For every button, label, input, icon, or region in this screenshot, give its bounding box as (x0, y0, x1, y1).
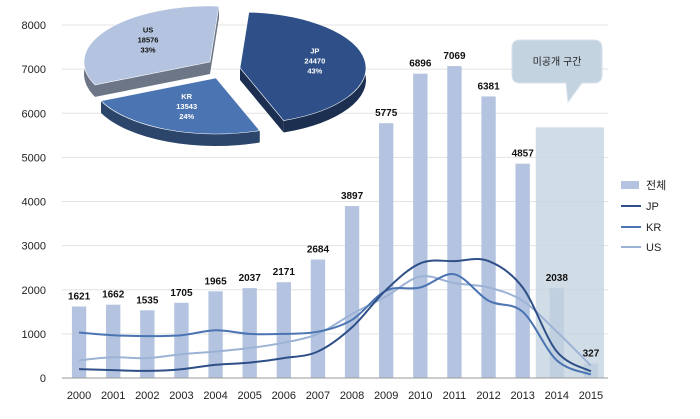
x-tick-label: 2002 (135, 390, 159, 402)
x-tick-label: 2005 (237, 390, 261, 402)
bar-total (515, 163, 530, 378)
legend: 전체 JP KR US (621, 179, 666, 254)
pie-label-jp: JP (310, 46, 319, 55)
bar-total (174, 302, 189, 378)
bar-value-label: 1621 (68, 291, 91, 302)
x-tick-label: 2015 (579, 390, 603, 402)
unpublished-area (535, 127, 604, 379)
pie-label-us: 18576 (138, 36, 159, 45)
pie-slice-wall-us (210, 6, 219, 74)
x-tick-label: 2011 (443, 390, 467, 402)
x-tick-label: 2010 (408, 390, 432, 402)
legend-label-us: US (646, 242, 661, 254)
legend-swatch-total (621, 181, 639, 189)
y-tick-label: 4000 (22, 197, 46, 209)
legend-label-total: 전체 (646, 179, 666, 192)
series-line-us (78, 275, 592, 367)
unpublished-label: 미공개 구간 (533, 56, 582, 68)
series-line-kr (78, 273, 592, 376)
bar-value-label: 327 (583, 349, 600, 360)
bar-total (208, 291, 223, 378)
bar-value-label: 6381 (477, 81, 500, 92)
bar-total (447, 66, 462, 378)
pie-label-kr: 24% (179, 112, 194, 121)
pie-slice-kr (100, 77, 261, 135)
pie-label-us: 33% (141, 46, 156, 55)
y-tick-label: 3000 (22, 241, 46, 253)
bar-value-labels: 1621 1662 1535 1705 1965 2037 2171 2684 3897 5775… (68, 51, 600, 359)
bar-total (481, 96, 496, 378)
y-tick-label: 0 (40, 373, 46, 385)
bar-total (71, 306, 87, 378)
x-tick-label: 2000 (67, 390, 91, 402)
bars (71, 66, 599, 379)
y-tick-label: 2000 (22, 285, 46, 297)
x-tick-label: 2009 (374, 390, 398, 402)
x-tick-label: 2004 (203, 390, 227, 402)
y-tick-label: 8000 (22, 20, 46, 32)
bar-value-label: 1662 (102, 290, 125, 301)
x-tick-label: 2014 (545, 390, 569, 402)
bar-value-label: 2171 (273, 267, 296, 278)
bar-value-label: 4857 (512, 149, 535, 160)
axes: 0 1000 2000 3000 4000 5000 6000 7000 8000 2000 200… (22, 20, 608, 402)
x-tick-label: 2007 (306, 390, 330, 402)
bar-total (310, 259, 326, 378)
pie-slice-wall-us (94, 62, 210, 97)
bar-total (413, 73, 428, 379)
pie-slice-rim-kr (100, 100, 260, 147)
pie-label-us: US (143, 26, 153, 35)
bar-value-label: 1705 (170, 288, 193, 299)
bar-value-label: 5775 (375, 108, 398, 119)
x-tick-label: 2008 (340, 390, 364, 402)
y-tick-label: 7000 (22, 64, 46, 76)
series-lines (78, 258, 592, 376)
pie-slice-us (83, 5, 220, 86)
y-tick-label: 5000 (22, 152, 46, 164)
series-line-jp (79, 258, 592, 373)
pie-slice-jp (239, 11, 367, 121)
legend-label-kr: KR (646, 222, 661, 234)
bar-total (140, 310, 155, 378)
bar-total (106, 304, 121, 378)
legend-label-jp: JP (646, 201, 659, 213)
pie-label-jp: 24470 (304, 56, 325, 65)
bar-total (344, 206, 360, 378)
bar-total (276, 282, 291, 378)
bar-value-label: 2038 (546, 273, 569, 284)
pie-label-kr: KR (181, 92, 192, 101)
bar-value-label: 3897 (341, 191, 364, 202)
pie-slice-wall-jp (240, 68, 284, 133)
x-tick-label: 2012 (476, 390, 500, 402)
bar-value-label: 2684 (307, 245, 330, 256)
bar-value-label: 6896 (409, 59, 432, 70)
unpublished-callout (511, 39, 603, 104)
pie-label-kr: 13543 (176, 102, 197, 111)
y-tick-label: 6000 (22, 108, 46, 120)
bar-value-label: 1965 (204, 276, 227, 287)
x-tick-label: 2003 (169, 390, 193, 402)
bar-value-label: 1535 (136, 295, 159, 306)
x-tick-label: 2006 (272, 390, 296, 402)
x-tick-label: 2001 (101, 390, 125, 402)
x-tick-label: 2013 (510, 390, 534, 402)
bar-total (379, 123, 394, 378)
pie-label-jp: 43% (307, 66, 322, 75)
y-tick-label: 1000 (22, 329, 46, 341)
bar-value-label: 7069 (443, 51, 466, 62)
bar-value-label: 2037 (239, 273, 262, 284)
